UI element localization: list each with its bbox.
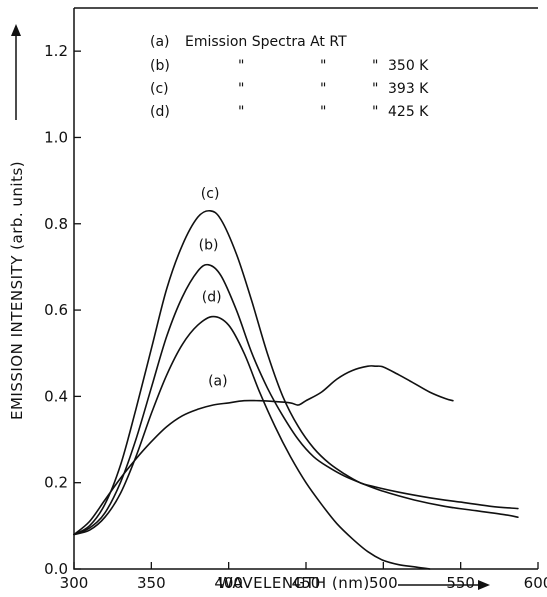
legend-tag: (d) xyxy=(150,104,170,120)
legend-ditto-mark: " xyxy=(372,58,378,74)
y-axis-ticks: 0.0 0.2 0.4 0.6 0.8 1.0 1.2 xyxy=(44,42,81,578)
curve-label-a: (a) xyxy=(208,374,228,390)
legend-ditto-mark: " xyxy=(372,81,378,97)
y-axis-label: EMISSION INTENSITY (arb. units) xyxy=(8,161,26,420)
curves xyxy=(73,209,519,570)
legend-tag: (c) xyxy=(150,81,169,97)
legend-ditto-mark: " xyxy=(238,58,244,74)
legend: (a) Emission Spectra At RT (b) " " " 350 K (c) "… xyxy=(150,34,429,120)
curve-label-d: (d) xyxy=(202,289,222,305)
legend-ditto-mark: " xyxy=(238,81,244,97)
x-tick-label: 400 xyxy=(214,574,243,592)
y-tick-label: 0.8 xyxy=(44,215,68,233)
x-tick-label: 550 xyxy=(446,574,475,592)
legend-title: Emission Spectra At RT xyxy=(185,34,347,50)
legend-temperature: 350 K xyxy=(388,58,429,74)
y-tick-label: 0.6 xyxy=(44,301,68,319)
y-axis-arrow xyxy=(11,24,21,120)
series-line-b xyxy=(73,263,519,536)
axes xyxy=(73,7,538,570)
series-line-d xyxy=(73,315,431,570)
legend-temperature: 393 K xyxy=(388,81,429,97)
legend-ditto-mark: " xyxy=(238,104,244,120)
curve-label-c: (c) xyxy=(201,186,220,202)
x-tick-label: 350 xyxy=(137,574,166,592)
curve-labels: (a) (b) (c) (d) xyxy=(199,186,228,390)
x-tick-label: 500 xyxy=(369,574,398,592)
x-axis-arrow xyxy=(398,580,490,590)
series-line-c xyxy=(73,209,519,536)
x-tick-label: 600 xyxy=(524,574,547,592)
x-axis-ticks: 300 350 400 450 500 550 600 xyxy=(60,562,547,592)
legend-ditto-mark: " xyxy=(320,81,326,97)
legend-tag: (b) xyxy=(150,58,170,74)
y-tick-label: 0.4 xyxy=(44,387,68,405)
axis-frame-left-bottom xyxy=(73,8,538,570)
legend-ditto-mark: " xyxy=(320,104,326,120)
y-tick-label: 1.2 xyxy=(44,42,68,60)
y-tick-label: 0.2 xyxy=(44,474,68,492)
legend-temperature: 425 K xyxy=(388,104,429,120)
x-axis-label: WAVELENGTH (nm) xyxy=(218,574,370,592)
legend-ditto-mark: " xyxy=(320,58,326,74)
series-line-a xyxy=(73,365,454,536)
legend-tag: (a) xyxy=(150,34,170,50)
y-tick-label: 0.0 xyxy=(44,560,68,578)
curve-label-b: (b) xyxy=(199,238,219,254)
y-tick-label: 1.0 xyxy=(44,128,68,146)
x-tick-label: 450 xyxy=(292,574,321,592)
x-tick-label: 300 xyxy=(60,574,89,592)
legend-ditto-mark: " xyxy=(372,104,378,120)
